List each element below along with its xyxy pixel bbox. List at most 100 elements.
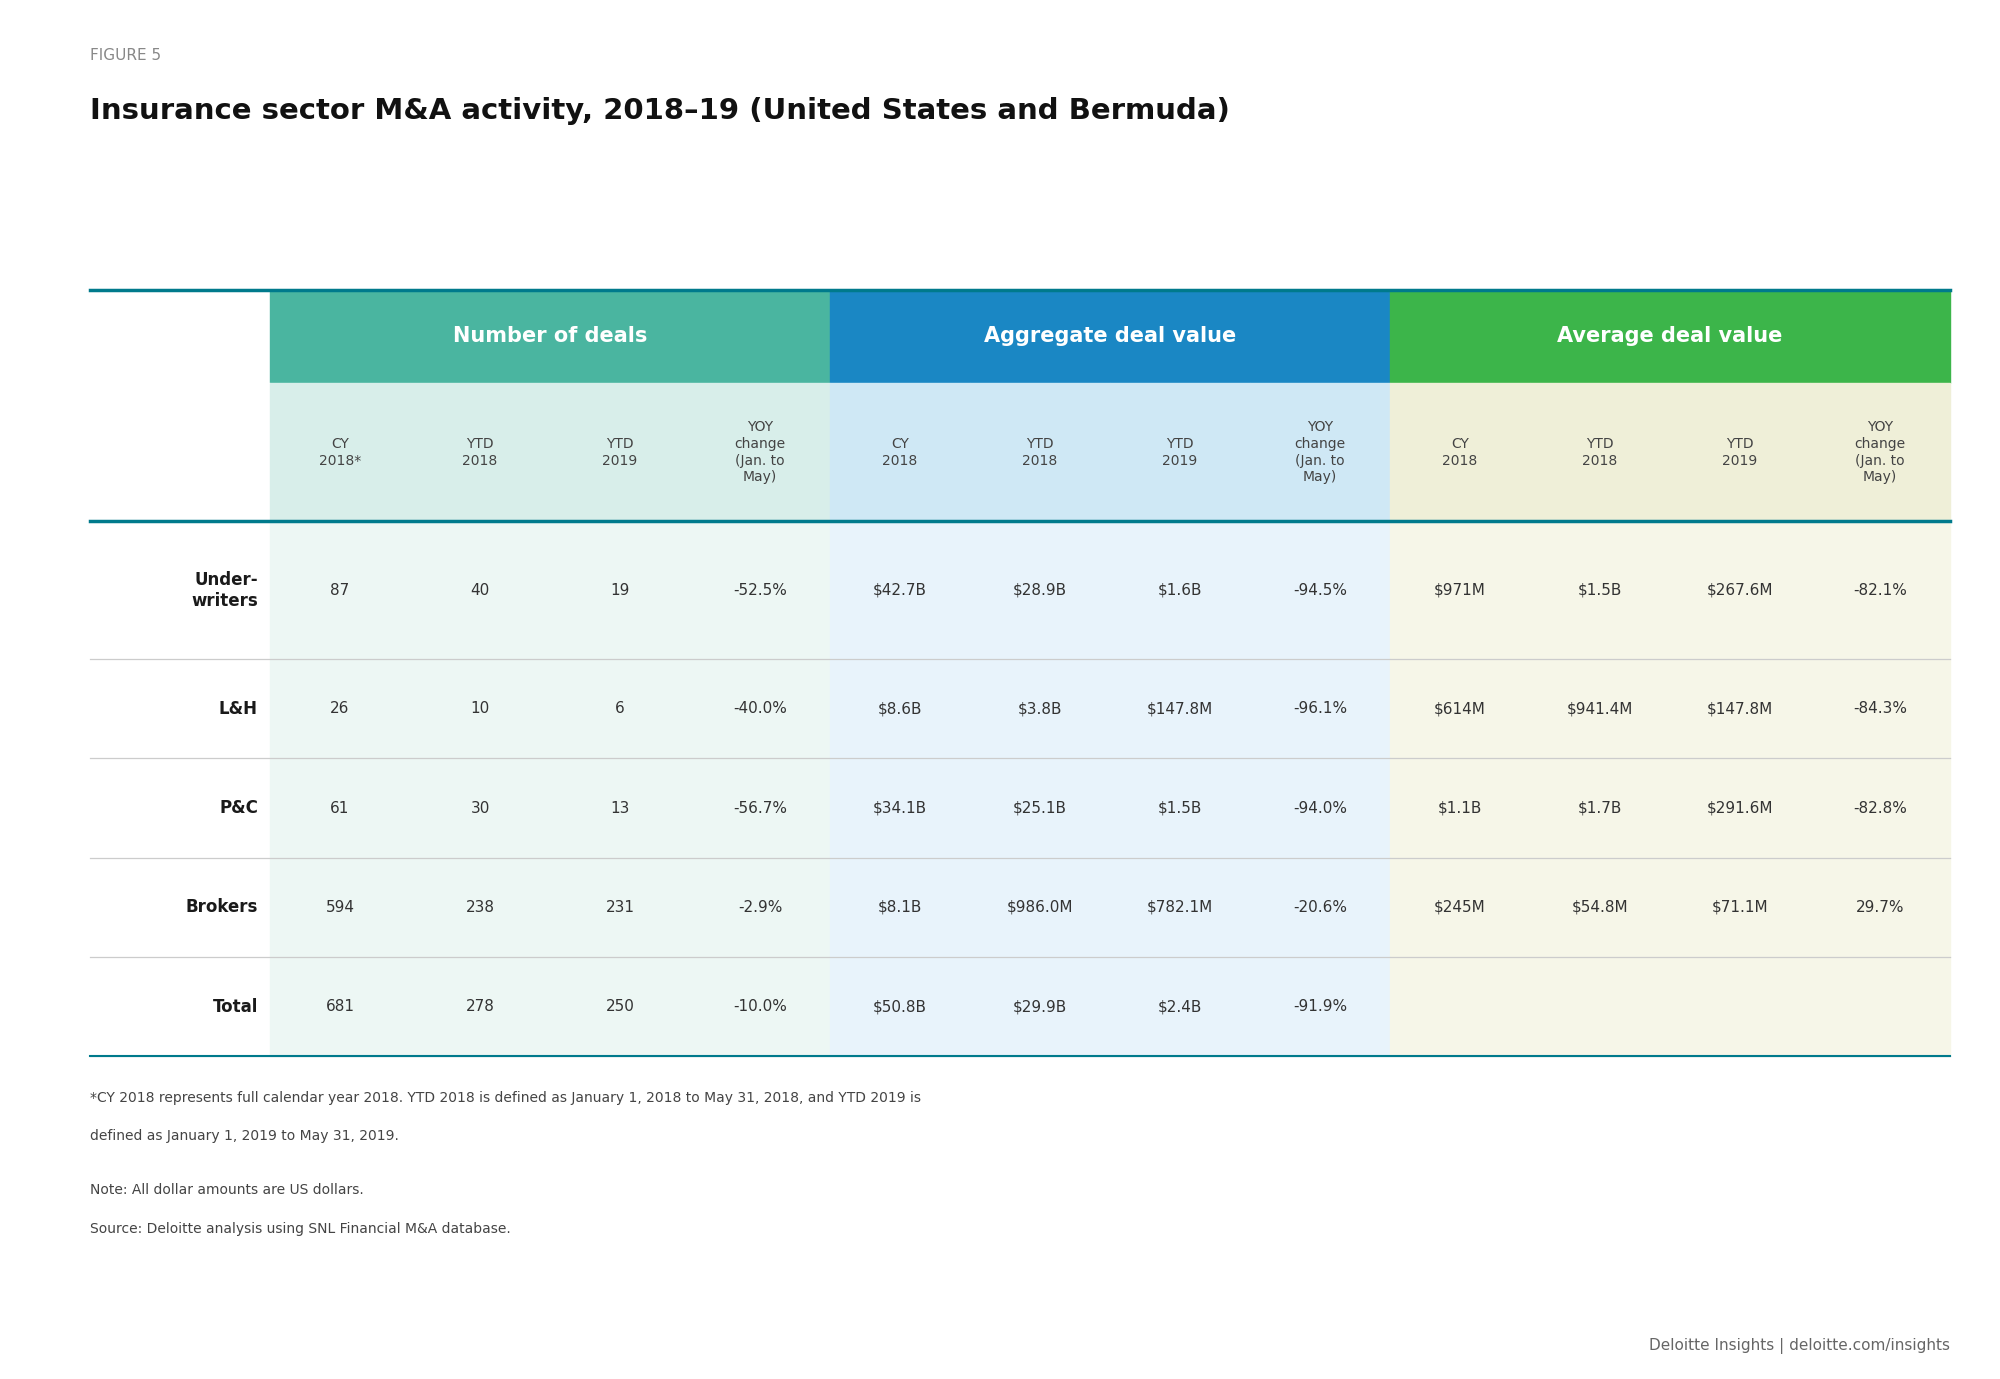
Bar [550,383,690,521]
Bar [970,383,1110,521]
Text: $42.7B: $42.7B [872,583,926,597]
Bar [830,383,970,521]
Text: $614M: $614M [1434,702,1486,716]
Text: Insurance sector M&A activity, 2018–19 (United States and Bermuda): Insurance sector M&A activity, 2018–19 (… [90,97,1230,124]
Bar [270,290,830,383]
Text: $1.5B: $1.5B [1578,583,1622,597]
Bar [90,659,270,758]
Bar [830,290,1390,383]
Text: Deloitte Insights | deloitte.com/insights: Deloitte Insights | deloitte.com/insight… [1648,1338,1950,1354]
Text: -96.1%: -96.1% [1292,702,1348,716]
Bar [90,957,270,1056]
Text: 10: 10 [470,702,490,716]
Text: $147.8M: $147.8M [1706,702,1774,716]
Bar [90,858,270,957]
Text: -2.9%: -2.9% [738,900,782,914]
Text: -40.0%: -40.0% [734,702,786,716]
Bar [1110,383,1250,521]
Text: P&C: P&C [220,798,258,818]
Bar [1250,383,1390,521]
Text: $1.7B: $1.7B [1578,801,1622,815]
Text: -20.6%: -20.6% [1292,900,1348,914]
Text: $50.8B: $50.8B [872,1000,926,1014]
Text: YTD
2019: YTD 2019 [1722,437,1758,467]
Text: 40: 40 [470,583,490,597]
Text: YTD
2018: YTD 2018 [1582,437,1618,467]
Text: $54.8M: $54.8M [1572,900,1628,914]
Text: 250: 250 [606,1000,634,1014]
Text: $267.6M: $267.6M [1706,583,1774,597]
Bar [1390,383,1530,521]
Text: Average deal value: Average deal value [1558,327,1782,346]
Text: -10.0%: -10.0% [734,1000,786,1014]
Text: Source: Deloitte analysis using SNL Financial M&A database.: Source: Deloitte analysis using SNL Fina… [90,1222,510,1236]
Bar [830,521,1390,659]
Text: $3.8B: $3.8B [1018,702,1062,716]
Text: $782.1M: $782.1M [1146,900,1214,914]
Bar [830,957,1390,1056]
Bar [830,659,1390,758]
Text: -82.8%: -82.8% [1854,801,1906,815]
Bar [270,383,410,521]
Text: $291.6M: $291.6M [1706,801,1774,815]
Text: CY
2018: CY 2018 [1442,437,1478,467]
Text: 278: 278 [466,1000,494,1014]
Text: 61: 61 [330,801,350,815]
Text: L&H: L&H [220,699,258,718]
Text: 238: 238 [466,900,494,914]
Bar [1810,383,1950,521]
Text: 231: 231 [606,900,634,914]
Text: 594: 594 [326,900,354,914]
Text: $1.6B: $1.6B [1158,583,1202,597]
Text: $29.9B: $29.9B [1012,1000,1068,1014]
Bar [90,521,270,659]
Bar [1390,659,1950,758]
Text: 13: 13 [610,801,630,815]
Bar [1670,383,1810,521]
Bar [1390,858,1950,957]
Text: YTD
2019: YTD 2019 [1162,437,1198,467]
Text: YTD
2018: YTD 2018 [1022,437,1058,467]
Text: Number of deals: Number of deals [452,327,648,346]
Text: 681: 681 [326,1000,354,1014]
Text: 6: 6 [616,702,624,716]
Text: 29.7%: 29.7% [1856,900,1904,914]
Text: $1.1B: $1.1B [1438,801,1482,815]
Text: $986.0M: $986.0M [1006,900,1074,914]
Bar [690,383,830,521]
Text: YOY
change
(Jan. to
May): YOY change (Jan. to May) [1854,421,1906,484]
Text: *CY 2018 represents full calendar year 2018. YTD 2018 is defined as January 1, 2: *CY 2018 represents full calendar year 2… [90,1091,920,1105]
Text: -52.5%: -52.5% [734,583,786,597]
Text: CY
2018*: CY 2018* [318,437,362,467]
Text: YOY
change
(Jan. to
May): YOY change (Jan. to May) [734,421,786,484]
Text: Aggregate deal value: Aggregate deal value [984,327,1236,346]
Bar [90,383,270,521]
Text: -91.9%: -91.9% [1292,1000,1348,1014]
Bar [270,858,830,957]
Bar [1390,758,1950,858]
Text: Under-
writers: Under- writers [192,571,258,610]
Text: -94.5%: -94.5% [1292,583,1348,597]
Text: $34.1B: $34.1B [872,801,928,815]
Text: -84.3%: -84.3% [1852,702,1908,716]
Text: $25.1B: $25.1B [1014,801,1068,815]
Text: 19: 19 [610,583,630,597]
Bar [1390,957,1950,1056]
Bar [1390,290,1950,383]
Text: $8.1B: $8.1B [878,900,922,914]
Bar [270,521,830,659]
Text: defined as January 1, 2019 to May 31, 2019.: defined as January 1, 2019 to May 31, 20… [90,1129,398,1143]
Text: $28.9B: $28.9B [1012,583,1068,597]
Text: CY
2018: CY 2018 [882,437,918,467]
Text: Note: All dollar amounts are US dollars.: Note: All dollar amounts are US dollars. [90,1183,364,1197]
Text: Brokers: Brokers [186,898,258,917]
Text: YTD
2019: YTD 2019 [602,437,638,467]
Text: FIGURE 5: FIGURE 5 [90,48,162,63]
Bar [90,290,270,383]
Text: $147.8M: $147.8M [1146,702,1214,716]
Bar [410,383,550,521]
Text: 30: 30 [470,801,490,815]
Bar [270,758,830,858]
Bar [90,290,1950,1056]
Bar [1390,521,1950,659]
